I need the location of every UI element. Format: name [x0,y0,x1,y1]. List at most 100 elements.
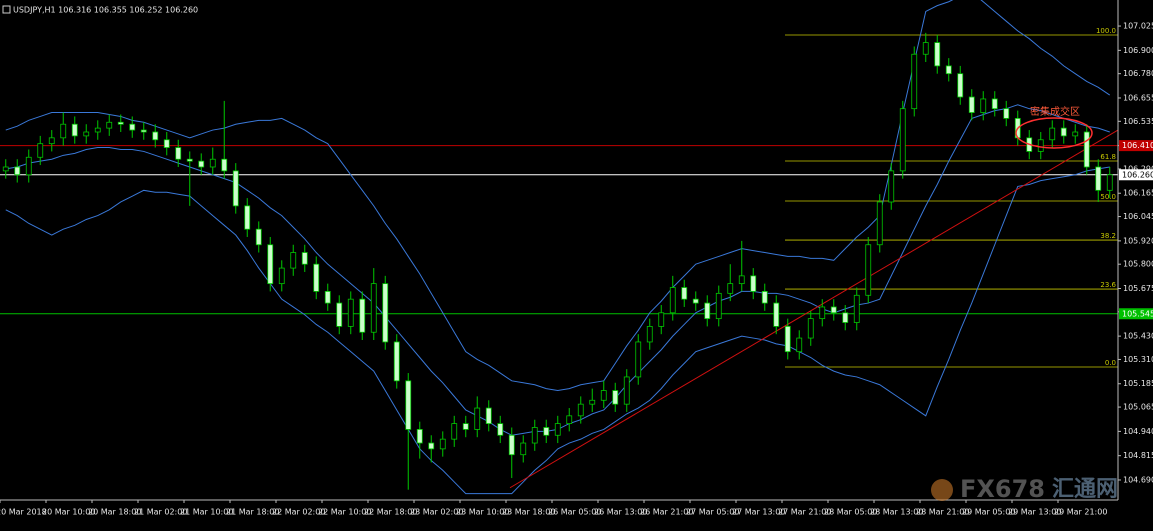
candle-body [738,275,745,285]
candle-body [623,376,630,405]
x-tick-label: 20 Mar 10:00 [42,508,95,517]
y-tick-label: 105.920 [1123,236,1153,245]
y-tick-label: 106.535 [1123,117,1153,126]
x-tick-label: 28 Mar 13:00 [870,508,923,517]
candle-body [221,158,228,172]
x-tick-label: 26 Mar 13:00 [594,508,647,517]
annotation: 密集成交区 [1030,105,1080,118]
candle-body [278,267,285,285]
plot-area: 100.0 61.8 50.0 38.2 23.6 0.0 [0,0,1118,495]
candle-body [853,294,860,323]
x-tick-label: 27 Mar 13:00 [732,508,785,517]
candle-body [543,427,550,436]
candle-body [784,325,791,353]
candle-body [888,170,895,203]
x-tick-label: 29 Mar 13:00 [1008,508,1061,517]
candle-body [1083,131,1090,168]
y-tick-label: 106.290 [1123,164,1153,173]
candle-body [658,312,665,327]
candle-body [750,275,757,292]
candle-body [1060,127,1067,137]
candle-body [796,337,803,353]
candle-body [428,442,435,450]
x-tick-label: 23 Mar 18:00 [502,508,555,517]
candle-body [704,302,711,320]
x-tick-label: 21 Mar 10:00 [180,508,233,517]
candle-body [336,302,343,327]
y-tick-label: 107.025 [1123,22,1153,31]
price-label: 106.410 [1122,141,1153,150]
y-tick-label: 105.065 [1123,403,1153,412]
x-tick-label: 28 Mar 05:00 [824,508,877,517]
price-label: 105.545 [1122,309,1153,318]
fib-label: 23.6 [1100,281,1116,289]
candle-body [635,341,642,378]
x-tick-label: 26 Mar 21:00 [640,508,693,517]
candle-body [83,131,90,137]
candle-body [807,318,814,339]
symbol-icon [2,5,11,14]
candle-body [25,156,32,176]
candle-body [244,205,251,230]
candle-body [612,390,619,405]
fib-label: 100.0 [1096,27,1116,35]
y-tick-label: 104.815 [1123,451,1153,460]
y-tick-label: 105.310 [1123,355,1153,364]
y-tick-label: 105.430 [1123,332,1153,341]
x-tick-label: 29 Mar 05:00 [962,508,1015,517]
candle-body [106,121,113,129]
candle-body [968,96,975,113]
watermark: 汇通网 [1052,477,1118,502]
candle-body [255,228,262,246]
y-tick-label: 105.185 [1123,379,1153,388]
candle-body [359,298,366,333]
x-tick-label: 22 Mar 10:00 [318,508,371,517]
candle-body [2,166,9,172]
y-tick-label: 106.780 [1123,69,1153,78]
candle-body [1072,131,1079,137]
candle-body [48,137,55,145]
candle-body [267,244,274,285]
candle-body [577,403,584,417]
candle-body [842,312,849,323]
candle-body [232,170,239,207]
candle-body [129,123,136,131]
candle-body [692,298,699,304]
annotation-ellipse [1015,117,1093,149]
candle-body [416,429,423,444]
candle-body [1095,166,1102,191]
x-tick-label: 28 Mar 21:00 [916,508,969,517]
candle-body [715,292,722,320]
candle-body [117,121,124,125]
y-tick-label: 106.655 [1123,93,1153,102]
candle-body [957,73,964,98]
chart-title: USDJPY,H1 106.316 106.355 106.252 106.26… [13,6,198,15]
candle-body [485,407,492,425]
candle-body [727,283,734,294]
candle-body [439,438,446,450]
candle-body [37,143,44,158]
fib-label: 61.8 [1100,153,1116,161]
candle-body [830,306,837,314]
candle-body [508,434,515,456]
candle-body [1037,139,1044,152]
x-tick-label: 27 Mar 21:00 [778,508,831,517]
y-tick-label: 104.690 [1123,475,1153,484]
price-label-box [1119,140,1153,152]
candle-body [899,108,906,172]
candle-body [198,160,205,168]
candle-body [152,131,159,141]
candle-body [347,298,354,327]
candle-body [646,325,653,343]
fib-label: 50.0 [1100,193,1116,201]
candle-body [554,423,561,436]
x-tick-label: 20 Mar 18:00 [88,508,141,517]
candle-body [474,407,481,430]
fib-label: 0.0 [1105,359,1116,367]
candle-body [819,306,826,320]
x-tick-label: 22 Mar 02:00 [272,508,325,517]
y-tick-label: 104.940 [1123,427,1153,436]
candle-body [991,98,998,110]
candle-body [382,283,389,343]
